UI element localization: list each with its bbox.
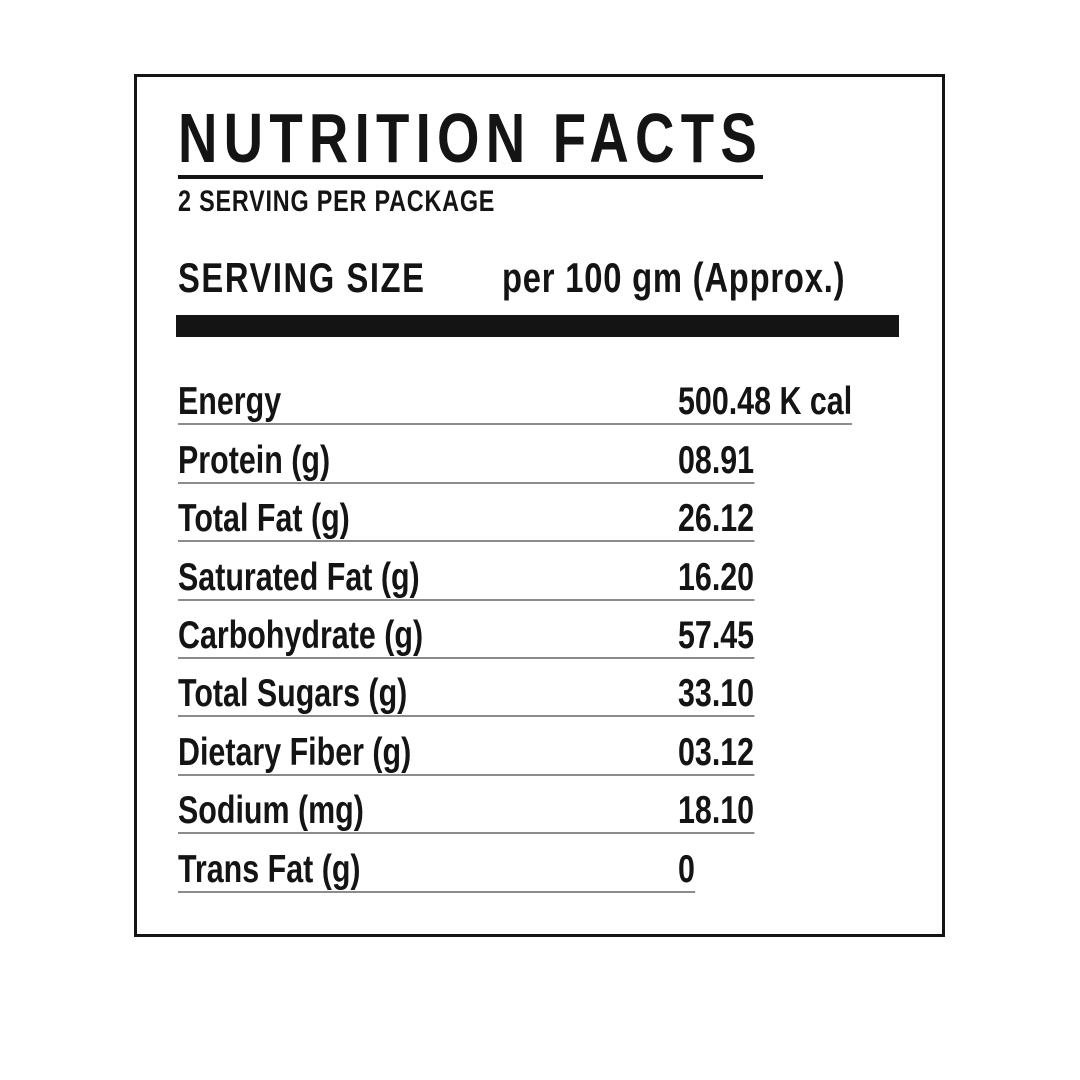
nutrient-row-rule: Energy 500.48 K cal (178, 380, 853, 426)
nutrient-row-rule: Sodium (mg) 18.10 (178, 789, 755, 835)
nutrient-row-trans-fat: Trans Fat (g) 0 (178, 834, 918, 893)
serving-size-label: SERVING SIZE (178, 254, 426, 301)
nutrient-row-rule: Protein (g) 08.91 (178, 438, 755, 484)
nutrient-value: 33.10 (677, 672, 755, 716)
nutrient-row-rule: Total Sugars (g) 33.10 (178, 672, 755, 718)
nutrient-row-total-fat: Total Fat (g) 26.12 (178, 484, 918, 543)
nutrient-row-rule: Total Fat (g) 26.12 (178, 497, 755, 543)
nutrition-label-panel: NUTRITION FACTS 2 SERVING PER PACKAGE SE… (134, 74, 945, 937)
nutrient-label: Total Fat (g) (178, 497, 350, 541)
nutrient-label: Saturated Fat (g) (178, 555, 420, 599)
nutrient-table: Energy 500.48 K cal Protein (g) 08.91 To… (178, 367, 918, 893)
nutrient-row-protein: Protein (g) 08.91 (178, 425, 918, 484)
nutrient-value: 26.12 (677, 497, 755, 541)
nutrient-row-total-sugars: Total Sugars (g) 33.10 (178, 659, 918, 718)
nutrition-facts-title: NUTRITION FACTS (178, 99, 763, 179)
nutrient-row-rule: Carbohydrate (g) 57.45 (178, 613, 755, 659)
nutrient-row-dietary-fiber: Dietary Fiber (g) 03.12 (178, 717, 918, 776)
nutrient-row-energy: Energy 500.48 K cal (178, 367, 918, 426)
servings-per-package-note: 2 SERVING PER PACKAGE (178, 185, 496, 218)
nutrient-row-rule: Saturated Fat (g) 16.20 (178, 555, 755, 601)
nutrient-label: Dietary Fiber (g) (178, 730, 412, 774)
nutrient-label: Trans Fat (g) (178, 847, 361, 891)
nutrient-value: 03.12 (677, 730, 755, 774)
thick-divider-bar (176, 315, 899, 337)
nutrient-label: Sodium (mg) (178, 789, 364, 833)
nutrient-row-rule: Trans Fat (g) 0 (178, 850, 695, 893)
nutrient-value: 500.48 K cal (677, 380, 853, 424)
nutrient-value: 18.10 (677, 789, 755, 833)
nutrient-label: Protein (g) (178, 438, 331, 482)
nutrient-row-sodium: Sodium (mg) 18.10 (178, 776, 918, 835)
nutrient-value: 0 (677, 847, 695, 891)
serving-size-value: per 100 gm (Approx.) (502, 254, 846, 301)
nutrient-label: Energy (178, 380, 282, 424)
serving-size-row: SERVING SIZE per 100 gm (Approx.) (137, 257, 942, 307)
nutrient-label: Carbohydrate (g) (178, 613, 424, 657)
nutrient-label: Total Sugars (g) (178, 672, 408, 716)
nutrient-row-carbohydrate: Carbohydrate (g) 57.45 (178, 601, 918, 659)
nutrient-value: 16.20 (677, 555, 755, 599)
nutrient-row-saturated-fat: Saturated Fat (g) 16.20 (178, 542, 918, 601)
nutrient-row-rule: Dietary Fiber (g) 03.12 (178, 730, 755, 776)
nutrient-value: 08.91 (677, 438, 755, 482)
nutrient-value: 57.45 (677, 613, 755, 657)
